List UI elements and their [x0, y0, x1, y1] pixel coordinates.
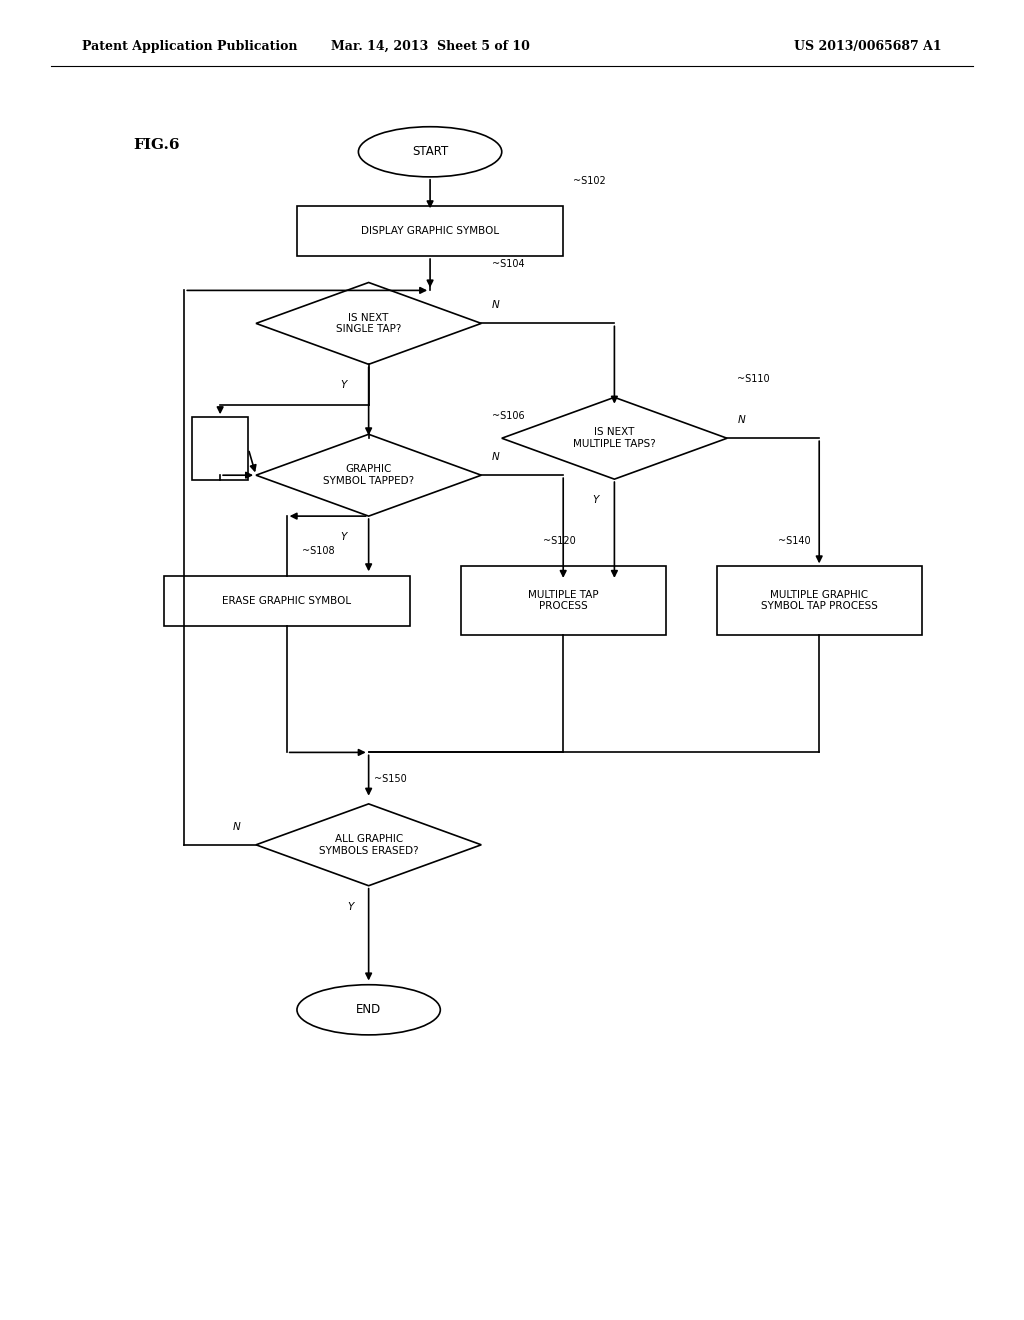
Text: MULTIPLE TAP
PROCESS: MULTIPLE TAP PROCESS	[528, 590, 598, 611]
Text: ~S102: ~S102	[573, 176, 606, 186]
Text: ~S110: ~S110	[737, 374, 770, 384]
Text: ALL GRAPHIC
SYMBOLS ERASED?: ALL GRAPHIC SYMBOLS ERASED?	[318, 834, 419, 855]
Text: Y: Y	[347, 902, 353, 912]
Text: IS NEXT
MULTIPLE TAPS?: IS NEXT MULTIPLE TAPS?	[573, 428, 655, 449]
Text: ~S150: ~S150	[374, 774, 407, 784]
Text: N: N	[737, 414, 745, 425]
Text: Y: Y	[340, 380, 346, 391]
Text: ~S106: ~S106	[492, 411, 524, 421]
Text: Y: Y	[340, 532, 346, 543]
Text: Patent Application Publication: Patent Application Publication	[82, 40, 297, 53]
Text: MULTIPLE GRAPHIC
SYMBOL TAP PROCESS: MULTIPLE GRAPHIC SYMBOL TAP PROCESS	[761, 590, 878, 611]
Text: ~S104: ~S104	[492, 259, 524, 269]
Text: ~S120: ~S120	[543, 536, 575, 546]
Text: N: N	[492, 300, 500, 310]
Text: Y: Y	[593, 495, 599, 506]
Text: GRAPHIC
SYMBOL TAPPED?: GRAPHIC SYMBOL TAPPED?	[324, 465, 414, 486]
Text: ERASE GRAPHIC SYMBOL: ERASE GRAPHIC SYMBOL	[222, 595, 351, 606]
Text: N: N	[492, 451, 500, 462]
Text: DISPLAY GRAPHIC SYMBOL: DISPLAY GRAPHIC SYMBOL	[361, 226, 499, 236]
Text: FIG.6: FIG.6	[133, 139, 179, 152]
Text: US 2013/0065687 A1: US 2013/0065687 A1	[795, 40, 942, 53]
Text: ~S108: ~S108	[302, 545, 335, 556]
Text: N: N	[232, 821, 241, 832]
Text: Mar. 14, 2013  Sheet 5 of 10: Mar. 14, 2013 Sheet 5 of 10	[331, 40, 529, 53]
Text: START: START	[412, 145, 449, 158]
Text: IS NEXT
SINGLE TAP?: IS NEXT SINGLE TAP?	[336, 313, 401, 334]
Text: ~S140: ~S140	[778, 536, 811, 546]
Text: END: END	[356, 1003, 381, 1016]
